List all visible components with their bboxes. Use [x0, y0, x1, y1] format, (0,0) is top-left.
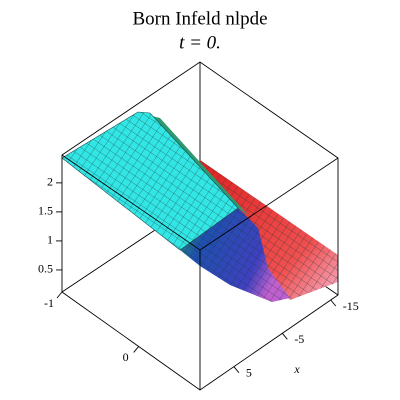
x-axis-label: x: [293, 362, 300, 376]
y-tick-label: -1: [44, 296, 54, 310]
surface-mesh: [62, 112, 238, 250]
z-tick-label: 0.5: [38, 262, 53, 276]
x-tick-label: -5: [294, 332, 304, 346]
surface-mesh: [200, 160, 338, 300]
z-tick-label: 2: [47, 175, 53, 189]
surface: [61, 111, 338, 302]
y-tick: [56, 291, 63, 299]
z-tick-label: 1: [47, 233, 53, 247]
z-tick-label: 1.5: [38, 204, 53, 218]
x-tick: [281, 333, 288, 340]
chart-subtitle: t = 0.: [179, 32, 221, 53]
x-tick-label: 5: [246, 365, 252, 379]
y-tick: [133, 346, 140, 353]
x-tick: [330, 299, 337, 307]
x-tick-label: -15: [343, 299, 359, 313]
surface-mesh: [180, 208, 290, 302]
chart-title: Born Infeld nlpde: [132, 8, 267, 29]
x-tick: [233, 366, 240, 373]
y-tick-label: 0: [123, 350, 129, 364]
